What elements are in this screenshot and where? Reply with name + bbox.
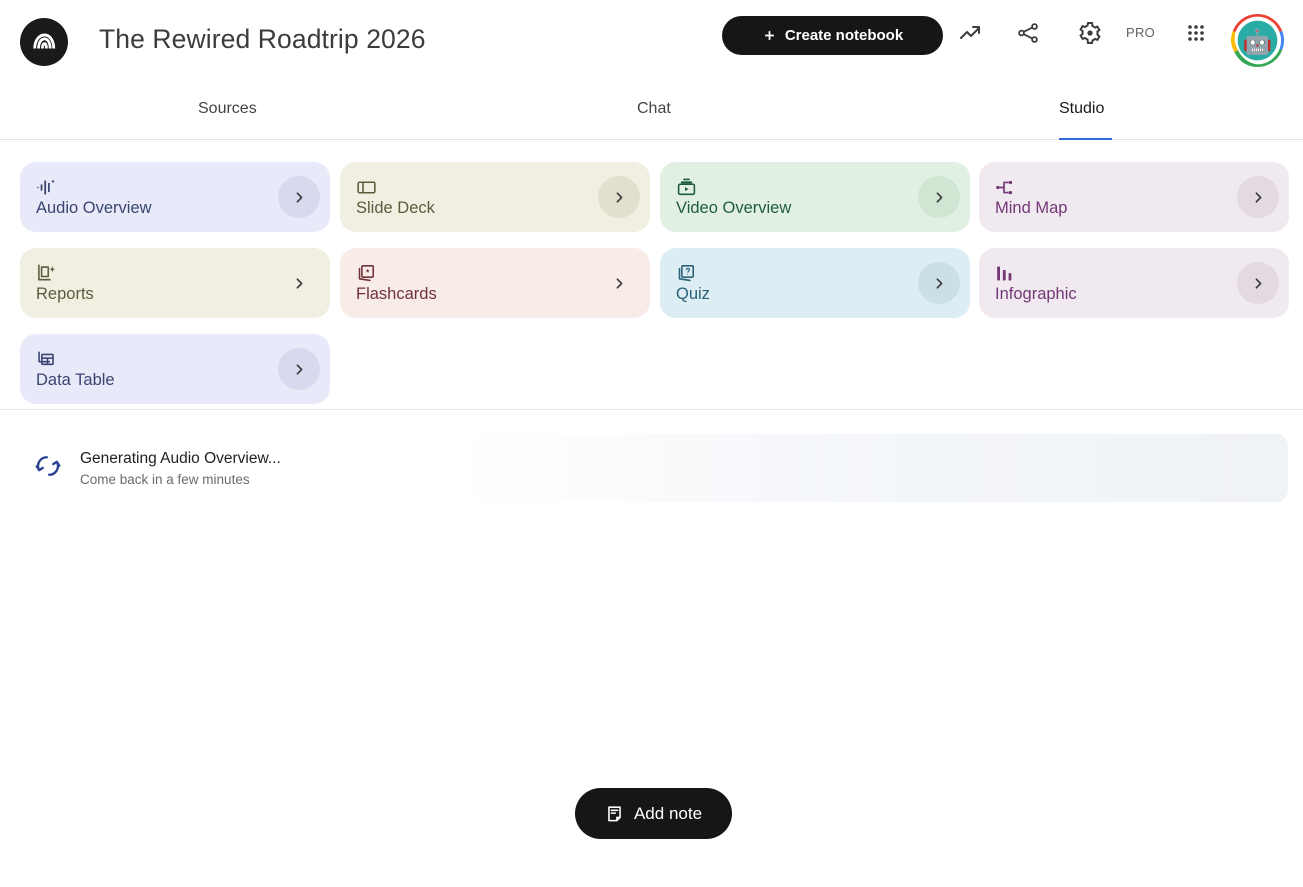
svg-text:🤖: 🤖 (1243, 28, 1273, 56)
